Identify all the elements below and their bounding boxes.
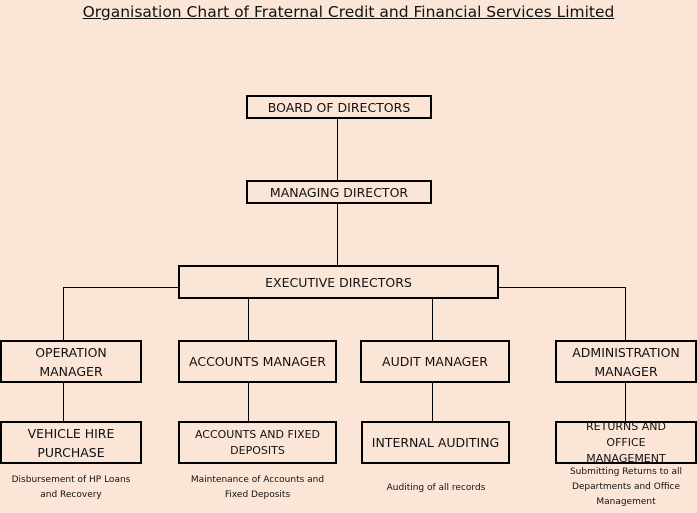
node-board-of-directors: BOARD OF DIRECTORS [246, 95, 432, 119]
node-vehicle-hire-purchase: VEHICLE HIRE PURCHASE [0, 421, 142, 464]
desc-admin: Submitting Returns to all Departments an… [569, 467, 683, 507]
desc-audit: Auditing of all records [386, 483, 486, 493]
connector-operation-unit [63, 382, 64, 422]
connector-accounts-unit [248, 382, 249, 422]
connector-admin-unit [625, 382, 626, 422]
node-accounts-manager: ACCOUNTS MANAGER [178, 340, 337, 383]
node-accounts-and-fixed-deposits: ACCOUNTS AND FIXED DEPOSITS [178, 421, 337, 464]
connector-to-operation [63, 287, 64, 341]
node-executive-directors: EXECUTIVE DIRECTORS [178, 265, 499, 299]
connector-md-exec [337, 203, 338, 266]
connector-exec-right [498, 287, 626, 288]
node-internal-auditing: INTERNAL AUDITING [361, 421, 510, 464]
connector-to-admin [625, 287, 626, 341]
desc-accounts: Maintenance of Accounts and Fixed Deposi… [190, 475, 325, 500]
connector-board-md [337, 118, 338, 181]
connector-to-audit [432, 298, 433, 341]
node-audit-manager: AUDIT MANAGER [360, 340, 510, 383]
node-operation-manager: OPERATION MANAGER [0, 340, 142, 383]
node-returns-and-office-management: RETURNS AND OFFICE MANAGEMENT [555, 420, 697, 465]
connector-audit-unit [432, 382, 433, 422]
desc-operation: Disbursement of HP Loans and Recovery [11, 475, 131, 500]
chart-title: Organisation Chart of Fraternal Credit a… [82, 3, 615, 21]
node-administration-manager: ADMINISTRATION MANAGER [555, 340, 697, 383]
connector-to-accounts [248, 298, 249, 341]
node-managing-director: MANAGING DIRECTOR [246, 180, 432, 204]
connector-exec-left [63, 287, 179, 288]
